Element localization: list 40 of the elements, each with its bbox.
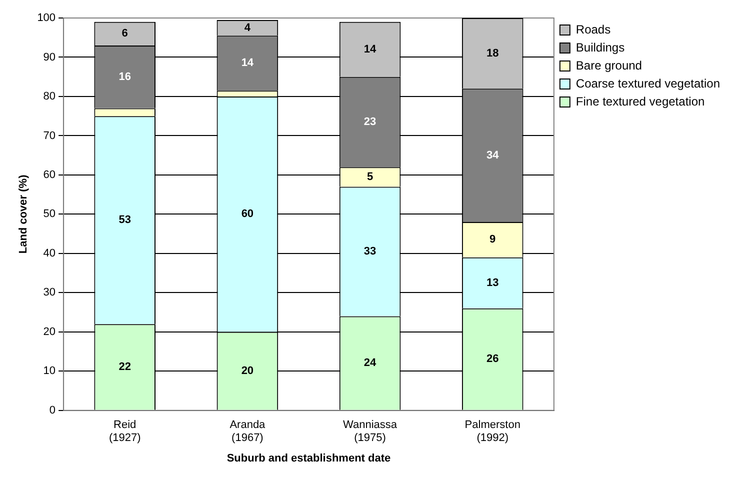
data-label: 26 [486, 353, 499, 366]
y-tick-label: 0 [49, 404, 56, 416]
legend-label: Coarse textured vegetation [576, 76, 720, 90]
y-tick-label: 90 [43, 51, 56, 64]
data-label: 4 [244, 22, 252, 34]
y-tick-label: 40 [43, 247, 56, 260]
data-label: 18 [486, 47, 499, 60]
data-label: 33 [364, 246, 376, 258]
data-label: 14 [241, 57, 254, 70]
x-tick-label: Palmerston (1992) [464, 419, 520, 444]
data-label: 6 [122, 28, 128, 40]
y-tick-label: 20 [43, 326, 56, 338]
data-label: 20 [241, 364, 254, 377]
y-tick-label: 100 [37, 12, 56, 24]
y-tick-label: 50 [43, 208, 56, 220]
data-label: 34 [486, 149, 500, 162]
data-label: 60 [241, 208, 254, 220]
y-tick-label: 30 [43, 286, 56, 299]
y-axis-title: Land cover (%) [18, 174, 30, 254]
data-label: 53 [118, 214, 131, 226]
y-tick-label: 70 [43, 130, 56, 142]
x-axis-title: Suburb and establishment date [226, 452, 391, 464]
data-label: 13 [486, 276, 499, 289]
y-tick-label: 10 [43, 365, 56, 378]
data-label: 23 [364, 116, 376, 128]
legend-label: Fine textured vegetation [576, 94, 705, 108]
y-tick-label: 80 [43, 90, 56, 103]
data-label: 22 [118, 361, 131, 374]
x-tick-label: Aranda (1967) [230, 419, 266, 444]
data-label: 14 [364, 43, 378, 56]
legend-label: Bare ground [576, 58, 642, 72]
y-tick-label: 60 [43, 168, 56, 181]
data-label: 16 [118, 70, 131, 83]
legend-label: Buildings [576, 40, 625, 54]
data-label: 9 [490, 234, 496, 246]
x-tick-label: Reid (1927) [108, 419, 141, 444]
data-label: 5 [366, 170, 374, 183]
legend-label: Roads [576, 22, 611, 36]
x-tick-label: Wanniassa (1975) [343, 419, 398, 444]
data-label: 24 [364, 357, 378, 370]
